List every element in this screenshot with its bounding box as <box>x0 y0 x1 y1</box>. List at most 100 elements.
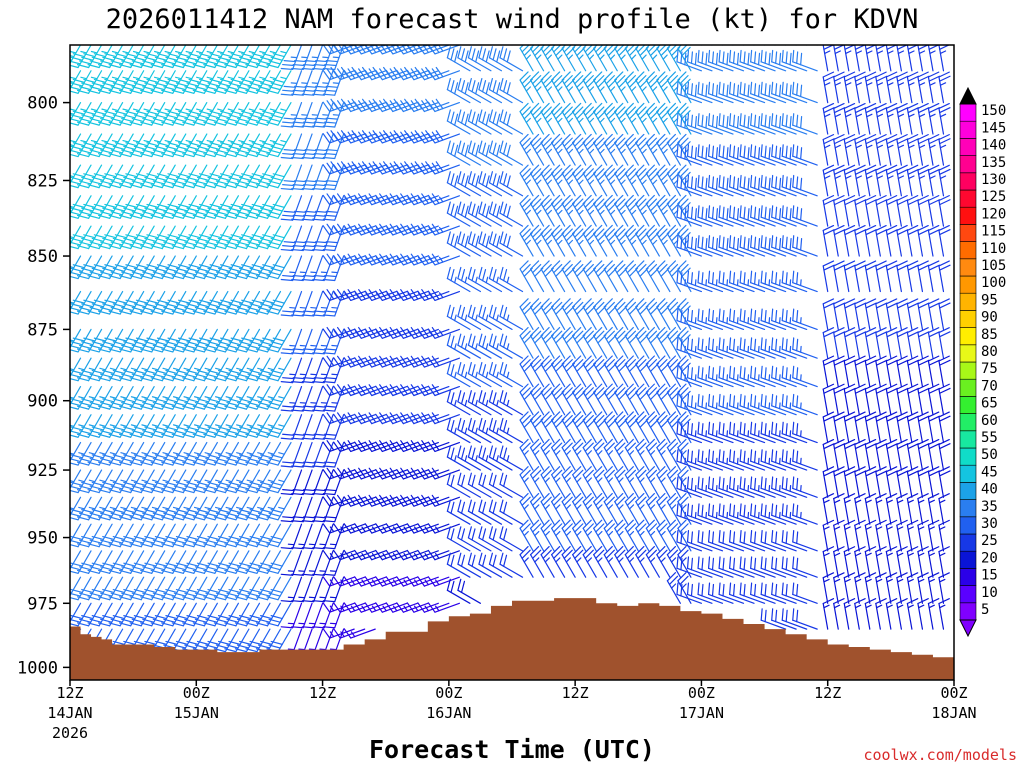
wind-barb <box>224 255 250 280</box>
wind-barb <box>875 71 888 104</box>
wind-barb <box>635 466 650 498</box>
wind-barb <box>213 496 239 521</box>
wind-barb <box>707 476 734 498</box>
wind-barb <box>192 225 218 250</box>
wind-barb <box>213 469 239 494</box>
wind-barb <box>697 503 724 525</box>
wind-barb <box>917 572 929 604</box>
wind-barb <box>266 469 292 494</box>
wind-barb <box>171 496 197 521</box>
wind-barb <box>739 174 766 197</box>
wind-barb <box>70 328 82 349</box>
wind-barb <box>488 46 513 72</box>
wind-barb <box>161 602 187 627</box>
wind-barb <box>192 523 218 548</box>
x-tick-label: 00Z <box>183 684 210 702</box>
wind-barb <box>245 101 271 126</box>
wind-barb <box>182 290 208 315</box>
wind-barb <box>645 355 660 388</box>
wind-barb <box>906 224 920 257</box>
wind-barb <box>635 102 650 135</box>
wind-barb <box>927 411 941 444</box>
wind-barb <box>234 357 261 382</box>
wind-barb <box>457 304 482 331</box>
wind-barbs-layer <box>70 45 951 655</box>
wind-barb <box>781 174 808 197</box>
wind-barb <box>540 224 555 257</box>
wind-barb <box>750 476 776 498</box>
wind-barb <box>255 550 282 574</box>
wind-barb <box>927 493 940 525</box>
wind-barb <box>97 255 124 280</box>
wind-barb <box>499 526 524 552</box>
wind-barb <box>666 466 681 498</box>
wind-barb <box>467 231 492 257</box>
wind-barb <box>213 414 239 438</box>
wind-barb <box>927 260 941 293</box>
wind-barb <box>771 476 797 498</box>
wind-barb <box>593 102 608 135</box>
wind-barb <box>624 411 639 444</box>
wind-barb <box>843 102 856 135</box>
wind-barb <box>729 205 755 227</box>
wind-barb <box>446 472 471 498</box>
wind-barb <box>519 545 534 578</box>
wind-barb <box>906 260 920 293</box>
wind-barb <box>446 109 471 135</box>
wind-barb <box>291 101 313 128</box>
wind-barb <box>593 355 608 388</box>
wind-barb <box>488 390 513 416</box>
wind-barb <box>280 255 303 282</box>
wind-barb <box>266 550 292 574</box>
wind-barb <box>150 328 176 353</box>
colorbar-label: 110 <box>981 241 1006 257</box>
wind-barb <box>906 355 920 388</box>
wind-barb <box>686 449 713 471</box>
wind-barb <box>519 466 534 498</box>
wind-barb <box>572 164 587 197</box>
wind-barb <box>906 298 920 331</box>
wind-barb <box>603 438 618 471</box>
wind-barb <box>70 576 92 601</box>
wind-barb <box>192 45 218 69</box>
wind-barb <box>119 386 145 410</box>
wind-barb <box>729 582 755 604</box>
colorbar-label: 55 <box>981 430 998 446</box>
wind-barb <box>781 393 808 416</box>
wind-barb <box>938 134 951 166</box>
wind-barb <box>561 466 576 498</box>
wind-barb <box>864 71 877 104</box>
wind-barb <box>917 519 929 552</box>
wind-barb <box>234 550 261 574</box>
wind-barb <box>750 337 776 359</box>
wind-barb <box>833 260 846 293</box>
wind-barb <box>478 417 503 444</box>
wind-barb <box>906 438 920 471</box>
wind-barb <box>833 71 846 104</box>
wind-barb <box>938 519 950 552</box>
y-tick-label: 850 <box>27 247 58 267</box>
wind-barb <box>686 337 713 359</box>
wind-barb <box>182 255 208 280</box>
wind-barb <box>697 270 724 293</box>
wind-barb <box>707 365 734 388</box>
wind-barb <box>97 523 124 548</box>
wind-barb <box>171 441 197 466</box>
wind-barb <box>906 383 920 416</box>
wind-barb <box>192 195 218 219</box>
wind-barb <box>192 576 218 601</box>
wind-barb <box>938 466 951 498</box>
wind-barb <box>771 205 797 227</box>
wind-barb <box>140 414 166 438</box>
wind-barb <box>551 355 566 388</box>
wind-barb <box>467 445 492 471</box>
wind-barb <box>739 205 766 227</box>
wind-barb <box>245 469 271 494</box>
wind-barb <box>614 71 629 104</box>
wind-barb <box>792 503 818 525</box>
credit-link[interactable]: coolwx.com/models <box>863 746 1017 764</box>
wind-barb <box>182 164 208 189</box>
wind-barb <box>718 81 745 104</box>
wind-barb <box>875 466 888 498</box>
wind-barb <box>645 298 660 331</box>
